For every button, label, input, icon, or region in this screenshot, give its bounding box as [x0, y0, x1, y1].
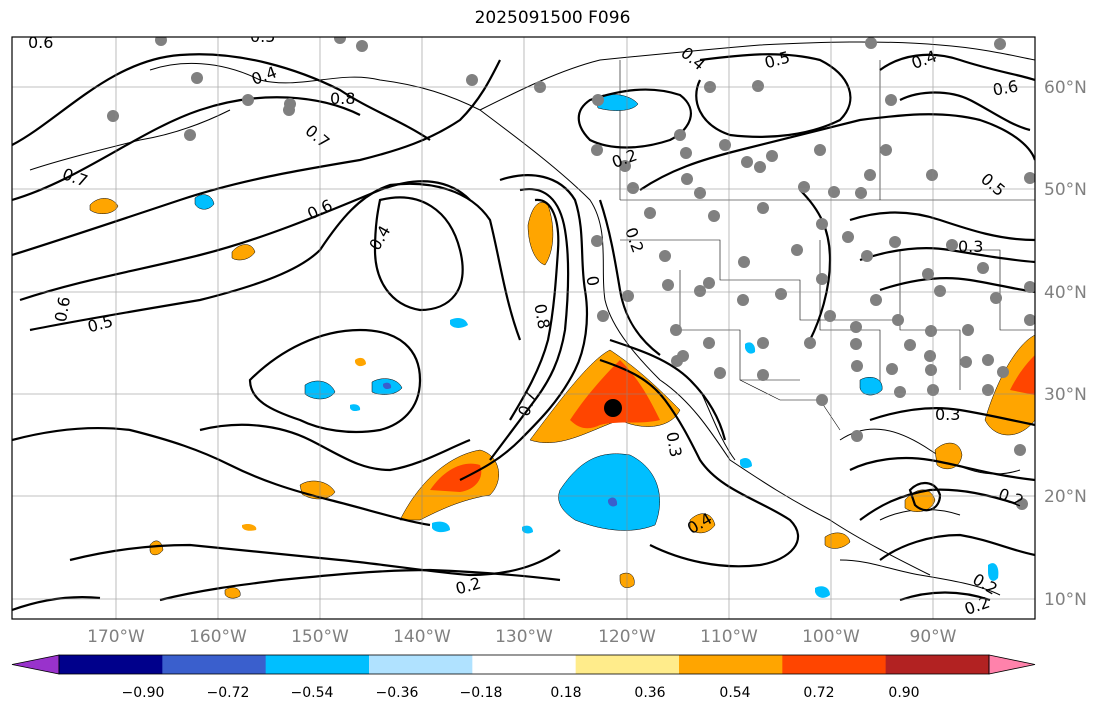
lat-tick: 60°N: [1044, 78, 1087, 98]
contour-label: 0.3: [958, 237, 983, 256]
colorbar-label: 0.18: [550, 685, 581, 701]
colorbar: [11, 654, 1036, 675]
station-markers: [107, 37, 1035, 510]
lat-tick: 50°N: [1044, 180, 1087, 200]
colorbar-segment: [472, 655, 577, 674]
colorbar-segment: [162, 655, 267, 674]
coastlines: [29, 41, 1035, 596]
lon-tick: 90°W: [910, 627, 957, 647]
colorbar-segment: [369, 655, 473, 674]
colorbar-label: −0.18: [460, 685, 503, 701]
lon-tick: 130°W: [495, 627, 553, 647]
contour-label: 0.2: [453, 573, 483, 598]
contour-label: 0.4: [684, 509, 716, 538]
colorbar-label: −0.36: [376, 685, 419, 701]
colorbar-label: −0.90: [122, 685, 165, 701]
contour-label: 0: [582, 274, 602, 287]
colorbar-label: −0.54: [291, 685, 334, 701]
contour-label: 0.3: [935, 405, 960, 424]
colorbar-label: 0.72: [803, 685, 834, 701]
center-marker: [604, 399, 622, 417]
gridlines: [12, 37, 1035, 619]
latitude-axis: 60°N 50°N 40°N 30°N 20°N 10°N: [1044, 78, 1087, 610]
contour-label: 0.2: [621, 225, 648, 255]
contour-label: 0.5: [250, 27, 275, 46]
colorbar-label: 0.54: [719, 685, 750, 701]
lat-tick: 30°N: [1044, 385, 1087, 405]
colorbar-segment: [59, 655, 163, 674]
lon-tick: 100°W: [802, 627, 860, 647]
contour-label: 0.4: [909, 46, 939, 73]
colorbar-label: 0.90: [888, 685, 919, 701]
contour-label: 0.4: [677, 43, 709, 74]
colorbar-segment: [575, 655, 680, 674]
contour-label: 0.4: [249, 62, 279, 89]
contour-label: 0.5: [85, 311, 115, 336]
colorbar-extend-low: [11, 654, 60, 675]
contour-label: 0.6: [51, 295, 74, 323]
contour-label: 0.6: [991, 76, 1019, 99]
lon-tick: 150°W: [291, 627, 349, 647]
colorbar-label: 0.36: [634, 685, 665, 701]
longitude-axis: 170°W 160°W 150°W 140°W 130°W 120°W 110°…: [87, 627, 957, 647]
contour-label: 0.7: [302, 121, 334, 152]
colorbar-segment: [885, 655, 990, 674]
lon-tick: 110°W: [700, 627, 758, 647]
colorbar-segment: [782, 655, 887, 674]
colorbar-label: −0.72: [207, 685, 250, 701]
colorbar-extend-high: [988, 654, 1036, 675]
lat-tick: 40°N: [1044, 283, 1087, 303]
negative-anomaly-shading: [194, 94, 999, 598]
contour-label: 0.6: [28, 33, 53, 52]
contour-label: 0.7: [514, 388, 541, 418]
contour-label: 0.4: [365, 222, 394, 254]
positive-anomaly-shading: [89, 198, 1035, 599]
lat-tick: 20°N: [1044, 487, 1087, 507]
contour-label: 0.5: [762, 47, 792, 72]
contour-label: 0.2: [609, 145, 639, 172]
lon-tick: 160°W: [189, 627, 247, 647]
contour-lines: [12, 53, 1035, 612]
lon-tick: 120°W: [598, 627, 656, 647]
lon-tick: 170°W: [87, 627, 145, 647]
lon-tick: 140°W: [393, 627, 451, 647]
contour-label: 0.5: [977, 169, 1009, 200]
colorbar-labels: −0.90 −0.72 −0.54 −0.36 −0.18 0.18 0.36 …: [122, 685, 920, 701]
colorbar-segment: [679, 655, 783, 674]
map-frame: [11, 36, 1036, 620]
colorbar-segment: [265, 655, 370, 674]
contour-label: 0.3: [662, 430, 685, 458]
contour-label: 0.8: [530, 302, 553, 330]
lat-tick: 10°N: [1044, 590, 1087, 610]
map-title: 2025091500 F096: [474, 8, 631, 28]
contour-label: 0.8: [330, 89, 355, 108]
colorbar-frame: [58, 654, 990, 675]
